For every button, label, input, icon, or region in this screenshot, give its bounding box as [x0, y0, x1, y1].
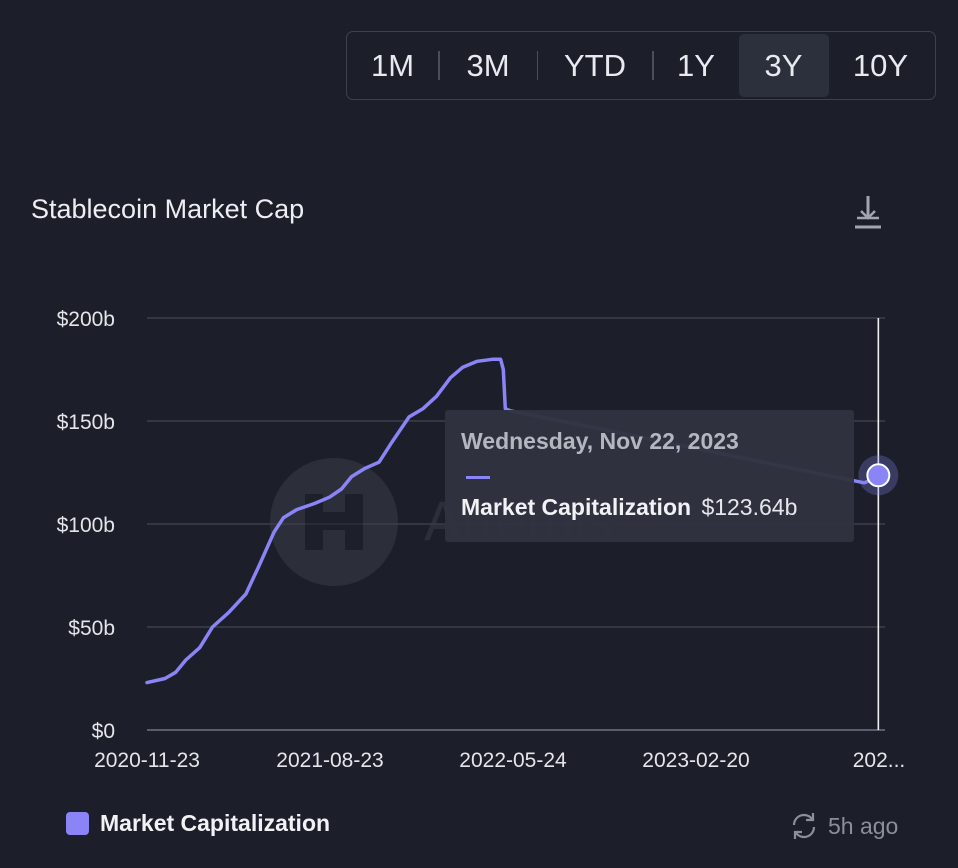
- divider: [438, 51, 440, 80]
- legend-swatch: [66, 812, 89, 835]
- divider: [536, 51, 538, 80]
- divider: [652, 51, 654, 80]
- watermark-logo-mark: [305, 494, 363, 550]
- hover-point[interactable]: [866, 463, 891, 488]
- x-tick-label: 2023-02-20: [642, 749, 749, 772]
- range-1y-button[interactable]: 1Y: [677, 47, 715, 83]
- tooltip-series-name: Market Capitalization: [461, 494, 692, 520]
- y-tick-label: $0: [92, 720, 115, 743]
- last-updated[interactable]: 5h ago: [789, 811, 898, 841]
- x-axis: 2020-11-23 2021-08-23 2022-05-24 2023-02-20…: [94, 749, 905, 772]
- x-tick-label: 2020-11-23: [94, 749, 200, 772]
- x-tick-label: 2021-08-23: [276, 749, 383, 772]
- y-axis: $0 $50b $100b $150b $200b: [57, 308, 115, 743]
- download-icon: [855, 196, 881, 229]
- chart-tooltip: Wednesday, Nov 22, 2023 Market Capitaliz…: [445, 410, 854, 542]
- tooltip-row: Market Capitalization $123.64b: [461, 494, 838, 521]
- range-10y-button[interactable]: 10Y: [852, 47, 909, 83]
- chart-legend[interactable]: Market Capitalization: [66, 810, 330, 837]
- x-tick-label: 202...: [853, 749, 906, 772]
- tooltip-value: $123.64b: [701, 494, 798, 520]
- download-button[interactable]: [852, 192, 884, 232]
- series-line-market-capitalization: [145, 357, 881, 685]
- last-updated-text: 5h ago: [828, 812, 899, 839]
- x-tick-label: 2022-05-24: [459, 749, 567, 772]
- range-ytd-button[interactable]: YTD: [564, 47, 626, 83]
- y-tick-label: $50b: [68, 617, 115, 640]
- y-tick-label: $150b: [57, 411, 115, 434]
- time-range-selector: 1M 3M YTD 1Y 3Y 10Y: [346, 31, 936, 100]
- range-3m-button[interactable]: 3M: [466, 47, 510, 83]
- legend-label: Market Capitalization: [100, 810, 331, 836]
- range-3y-button[interactable]: 3Y: [738, 34, 829, 97]
- tooltip-series-marker: [466, 476, 490, 479]
- y-tick-label: $100b: [57, 514, 115, 537]
- y-tick-label: $200b: [57, 308, 115, 331]
- chart-title: Stablecoin Market Cap: [31, 194, 305, 224]
- tooltip-date: Wednesday, Nov 22, 2023: [461, 428, 739, 454]
- range-1m-button[interactable]: 1M: [370, 47, 415, 83]
- refresh-icon: [792, 813, 816, 839]
